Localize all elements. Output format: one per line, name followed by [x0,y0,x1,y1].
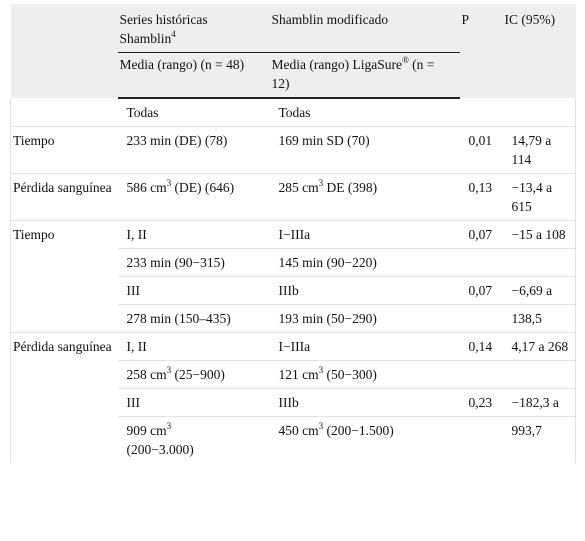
cell-t2-range3-historical: 278 min (150–435) [117,304,270,333]
value-text: 121 cm [278,367,319,382]
row-label-tiempo: Tiempo [10,126,118,174]
cell-todas-modified: Todas [278,105,311,120]
header-historical-line2: Shamblin [119,31,172,46]
cell-tiempo-modified: 169 min SD (70) [269,126,460,174]
cell-p2-stage3-historical: III [117,388,270,417]
table-row: III IIIb 0,23 −182,3 a [11,388,576,417]
value-text: (50−300) [323,367,377,382]
header-empty-cell [10,4,118,98]
row-label-empty [10,98,118,127]
table-row: Tiempo I, II I−IIIa 0,07 −15 a 108 [10,220,576,333]
cell-p2-range-modified: 121 cm3 (50−300) [269,360,460,389]
value-text: (25−900) [171,367,225,382]
value-text: (DE) (646) [171,180,235,195]
cell-p2-stage3-ci: −182,3 a [502,388,576,417]
header-reference-sup: 4 [171,28,176,39]
value-text: 285 cm [278,180,319,195]
table-row: Todas Todas [10,98,576,127]
cubic-sup: 3 [166,177,172,188]
table-row: 278 min (150–435) 193 min (50−290) 138,5 [11,304,576,333]
cell-p2-ci: 4,17 a 268 [502,332,576,361]
cell-t2-p: 0,07 [459,220,503,249]
table-row: 233 min (90−315) 145 min (90−220) [11,248,576,277]
subheader-mean-range-48: Media (rango) (n = 48) [117,52,270,99]
cell-t2-stage3-p: 0,07 [459,276,503,305]
cell-p2-stage3-p: 0,23 [459,388,503,417]
table-row: Tiempo 233 min (DE) (78) 169 min SD (70)… [10,126,576,174]
cubic-sup: 3 [318,420,324,431]
cell-p2-range3-historical: 909 cm3 (200−3.000) [117,416,270,463]
cubic-sup: 3 [318,364,324,375]
cell-p-empty [459,360,503,389]
value-text: 258 cm [126,367,167,382]
value-text: 586 cm [126,180,167,195]
cell-t2-range3-modified: 193 min (50−290) [269,304,460,333]
cell-p2-stage-historical: I, II [117,332,270,361]
value-text: (200−1.500) [323,423,394,438]
subheader-ligasure-text: Media (rango) LigaSure [271,57,402,72]
table-row: III IIIb 0,07 −6,69 a [11,276,576,305]
header-historical-series: Series históricas Shamblin4 [117,4,270,53]
cell-todas-historical: Todas [126,105,159,120]
row-label-perdida-group: Pérdida sanguínea [10,332,118,463]
table-row: 258 cm3 (25−900) 121 cm3 (50−300) [11,360,576,389]
results-table: Series históricas Shamblin4 Shamblin modi… [10,4,576,463]
value-text: 909 cm [126,423,167,438]
cell-p-empty [459,416,503,463]
header-modified-shamblin: Shamblin modificado [269,4,460,53]
cell-p-empty [459,304,503,333]
table-header: Series históricas Shamblin4 Shamblin modi… [10,4,576,99]
cell-t2-range-historical: 233 min (90−315) [117,248,270,277]
cell-p-empty [459,248,503,277]
cubic-sup: 3 [166,420,172,431]
cubic-sup: 3 [166,364,172,375]
cell-p2-range3-ci: 993,7 [502,416,576,463]
cell-tiempo-historical: 233 min (DE) (78) [117,126,270,174]
cell-tiempo-p: 0,01 [459,126,503,174]
cell-t2-stage-modified: I−IIIa [269,220,460,249]
row-label-tiempo-group: Tiempo [10,220,118,333]
cell-t2-stage-historical: I, II [117,220,270,249]
cell-t2-stage3-ci: −6,69 a [502,276,576,305]
cubic-sup: 3 [318,177,324,188]
cell-t2-range-modified: 145 min (90−220) [269,248,460,277]
table-row: 909 cm3 (200−3.000) 450 cm3 (200−1.500) … [11,416,576,463]
cell-perdida-historical: 586 cm3 (DE) (646) [117,173,270,221]
cell-perdida-ci: −13,4 a 615 [502,173,576,221]
table-row: Pérdida sanguínea 586 cm3 (DE) (646) 285… [10,173,576,221]
cell-perdida-p: 0,13 [459,173,503,221]
value-text: DE (398) [323,180,378,195]
cell-t2-stage3-historical: III [117,276,270,305]
cell-p2-stage3-modified: IIIb [269,388,460,417]
cell-t2-ci: −15 a 108 [502,220,576,249]
value-text: 450 cm [278,423,319,438]
cell-ci-empty [502,248,576,277]
cell-ci-empty [502,98,576,127]
cell-p2-stage-modified: I−IIIa [269,332,460,361]
cell-tiempo-ci: 14,79 a 114 [502,126,576,174]
table-row: Pérdida sanguínea I, II I−IIIa 0,14 4,17… [10,332,576,463]
subheader-mean-range-ligasure: Media (rango) LigaSure® (n = 12) [269,52,460,99]
cell-p-empty [460,98,503,127]
cell-t2-stage3-modified: IIIb [269,276,460,305]
registered-mark-sup: ® [401,54,409,65]
row-label-perdida: Pérdida sanguínea [10,173,118,221]
cell-perdida-modified: 285 cm3 DE (398) [269,173,460,221]
cell-p2-range3-modified: 450 cm3 (200−1.500) [269,416,460,463]
table-body: Todas Todas Tiempo 233 min (DE) (78) 169… [10,98,576,463]
cell-p2-p: 0,14 [459,332,503,361]
subheader-ligasure-n: (n = 12) [271,57,435,91]
value-text: (200−3.000) [126,442,194,457]
header-p-value: P [459,4,503,98]
header-ci: IC (95%) [502,4,576,98]
cell-t2-range3-ci: 138,5 [502,304,576,333]
cell-ci-empty [502,360,576,389]
header-historical-line1: Series históricas [119,12,208,27]
cell-p2-range-historical: 258 cm3 (25−900) [117,360,270,389]
